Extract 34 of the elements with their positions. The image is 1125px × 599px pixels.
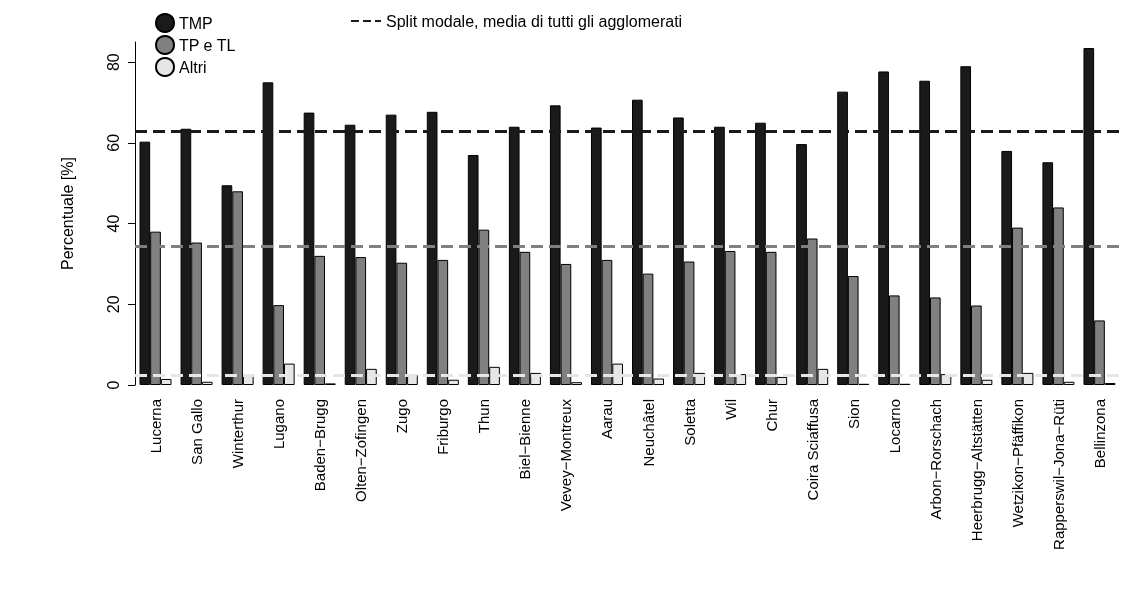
x-tick-label: Vevey−Montreux	[557, 398, 575, 512]
y-tick-label: 20	[104, 295, 122, 314]
x-tick-label: Lugano	[270, 399, 288, 450]
x-tick-label: Locarno	[885, 399, 903, 454]
x-tick-label: Olten−Zofingen	[352, 399, 370, 502]
x-tick-label: Wil	[721, 399, 739, 420]
legend-label: Altri	[179, 58, 207, 76]
legend-label: TMP	[179, 14, 213, 32]
y-axis-title: Percentuale [%]	[58, 157, 76, 270]
x-tick-label: Wetzikon−Pfäffikon	[1008, 399, 1026, 528]
x-tick-label: Neuchâtel	[639, 399, 657, 467]
x-tick-label: Zugo	[393, 399, 411, 434]
x-tick-label: Winterthur	[229, 399, 247, 469]
x-tick-label: Coira Sciaffusa	[803, 398, 821, 501]
legend-label: TP e TL	[179, 36, 236, 54]
x-tick-label: Sion	[844, 399, 862, 430]
y-tick-label: 60	[104, 133, 122, 152]
x-tick-label: Heerbrugg−Altstätten	[967, 399, 985, 542]
x-tick-label: Rapperswil−Jona−Rüti	[1049, 399, 1067, 550]
x-tick-label: San Gallo	[188, 399, 206, 465]
x-tick-label: Friburgo	[434, 399, 452, 455]
x-tick-label: Baden−Brugg	[311, 399, 329, 492]
y-tick-label: 0	[104, 380, 122, 390]
x-tick-label: Aarau	[598, 399, 616, 440]
x-tick-label: Bellinzona	[1090, 398, 1108, 469]
x-tick-label: Arbon−Rorschach	[926, 399, 944, 520]
legend-label: Split modale, media di tutti gli agglomerati	[386, 12, 683, 30]
x-tick-label: Soletta	[680, 398, 698, 446]
x-tick-label: Biel−Bienne	[516, 399, 534, 480]
x-tick-label: Lucerna	[147, 398, 165, 454]
y-tick-label: 80	[104, 53, 122, 72]
x-tick-label: Chur	[762, 399, 780, 432]
x-tick-label: Thun	[475, 399, 493, 434]
y-tick-label: 40	[104, 214, 122, 233]
